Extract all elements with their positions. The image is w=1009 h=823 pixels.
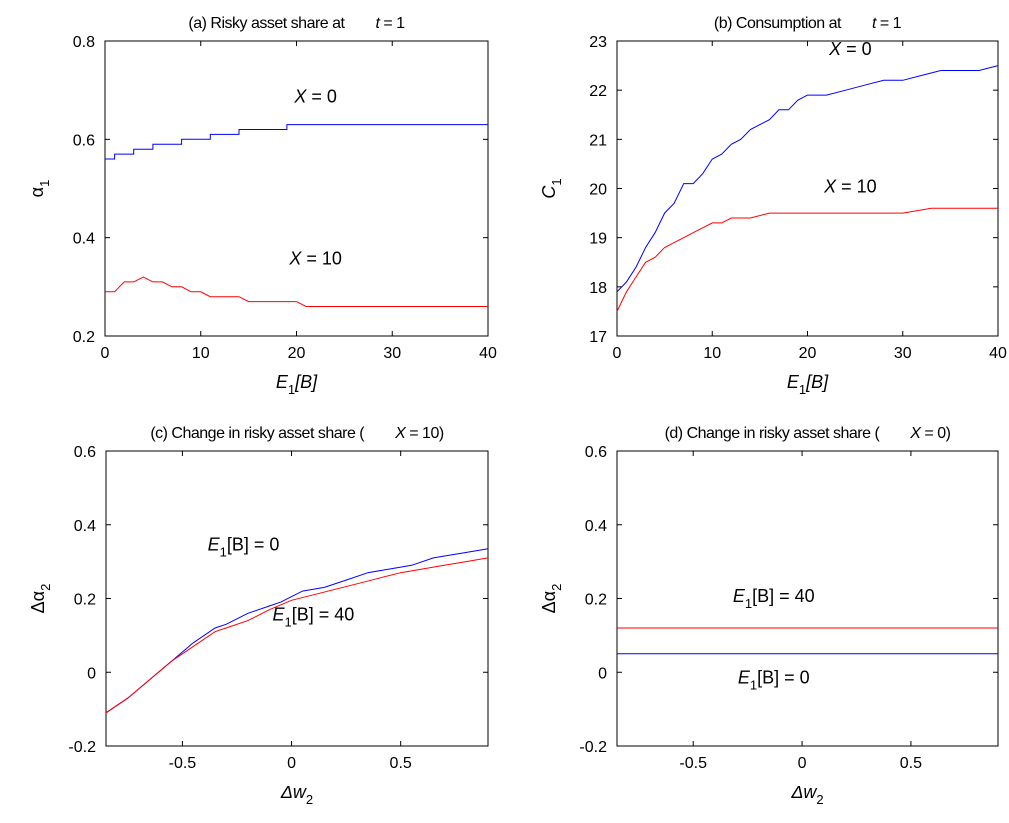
- y-tick-label: 20: [589, 182, 607, 199]
- panel-c: -0.5 0 0.5 -0.2 0 0.2 0.4 0.6 (c) Change in risk…: [28, 425, 489, 807]
- panel-a: 0 10 20 30 40 0.2 0.4 0.6 0.8 (a) Risky asset sha…: [27, 15, 497, 397]
- y-tick-label: 19: [589, 231, 607, 248]
- x-tick-label: 20: [288, 345, 306, 362]
- x-tick-label: 40: [989, 345, 1007, 362]
- x-tick-label: 30: [383, 345, 401, 362]
- series-label: X = 0: [293, 86, 337, 106]
- series-line-red: [105, 557, 489, 714]
- axes-box: [616, 40, 999, 337]
- x-axis-label: Δw2: [280, 782, 313, 807]
- x-axis-label: E1[B]: [276, 372, 318, 397]
- y-tick-label: 0.2: [73, 329, 95, 346]
- y-tick-label: -0.2: [579, 739, 607, 756]
- series-label: X = 10: [288, 249, 342, 269]
- y-tick-label: 0.4: [585, 518, 607, 535]
- x-tick-label: 20: [799, 345, 817, 362]
- series-label: E1[B] = 0: [208, 535, 280, 560]
- y-tick-label: 0.8: [73, 34, 95, 51]
- x-tick-label: 30: [894, 345, 912, 362]
- series-label: E1[B] = 40: [272, 605, 354, 630]
- axes-box: [104, 40, 489, 337]
- panel-title: (a) Risky asset share at t = 1: [188, 15, 405, 32]
- x-axis-label: Δw2: [790, 782, 823, 807]
- series-label: X = 10: [823, 176, 877, 196]
- y-tick-label: 22: [589, 83, 607, 100]
- y-axis-label: Δα2: [539, 584, 564, 614]
- y-tick-label: 0.6: [73, 132, 95, 149]
- y-tick-label: 17: [589, 329, 607, 346]
- y-tick-label: 21: [589, 132, 607, 149]
- panel-b: 0 10 20 30 40 17 18 19 20 21 22 23 (b) Consumption a…: [539, 15, 1007, 397]
- x-tick-label: -0.5: [679, 755, 707, 772]
- panel-title: (c) Change in risky asset share ( X = 10…: [150, 425, 444, 442]
- series-line-blue: [616, 65, 999, 293]
- y-tick-label: 0.6: [585, 444, 607, 461]
- x-axis-label: E1[B]: [787, 372, 829, 397]
- x-tick-label: 10: [703, 345, 721, 362]
- x-tick-label: 0: [287, 755, 296, 772]
- y-tick-label: 0: [598, 665, 607, 682]
- x-tick-label: 0.5: [390, 755, 412, 772]
- series-label: E1[B] = 0: [738, 667, 810, 692]
- y-tick-label: -0.2: [68, 739, 96, 756]
- x-tick-label: 0: [613, 345, 622, 362]
- x-tick-label: 0: [101, 345, 110, 362]
- x-tick-label: 10: [192, 345, 210, 362]
- y-tick-label: 0: [87, 665, 96, 682]
- y-tick-label: 0.4: [74, 518, 96, 535]
- series-label: X = 0: [828, 39, 872, 59]
- y-axis-label: Δα2: [28, 584, 53, 614]
- series-label: E1[B] = 40: [733, 586, 815, 611]
- x-tick-label: -0.5: [169, 755, 197, 772]
- series-line-blue: [105, 124, 488, 160]
- y-tick-label: 0.2: [74, 592, 96, 609]
- y-axis-label: C1: [539, 178, 564, 198]
- x-tick-label: 0: [798, 755, 807, 772]
- series-line-red: [616, 207, 998, 312]
- panel-title: (d) Change in risky asset share ( X = 0): [665, 425, 951, 442]
- x-tick-label: 0.5: [900, 755, 922, 772]
- x-tick-label: 40: [479, 345, 497, 362]
- y-tick-label: 0.6: [74, 444, 96, 461]
- series-line-blue: [105, 548, 489, 714]
- panel-d: -0.5 0 0.5 -0.2 0 0.2 0.4 0.6 (d) Change in risk…: [539, 425, 999, 807]
- panel-title: (b) Consumption at t = 1: [714, 15, 902, 32]
- y-tick-label: 0.2: [585, 592, 607, 609]
- y-axis-label: α1: [27, 180, 52, 198]
- y-tick-label: 23: [589, 34, 607, 51]
- y-tick-label: 0.4: [73, 231, 95, 248]
- y-tick-label: 18: [589, 280, 607, 297]
- series-line-red: [105, 276, 488, 307]
